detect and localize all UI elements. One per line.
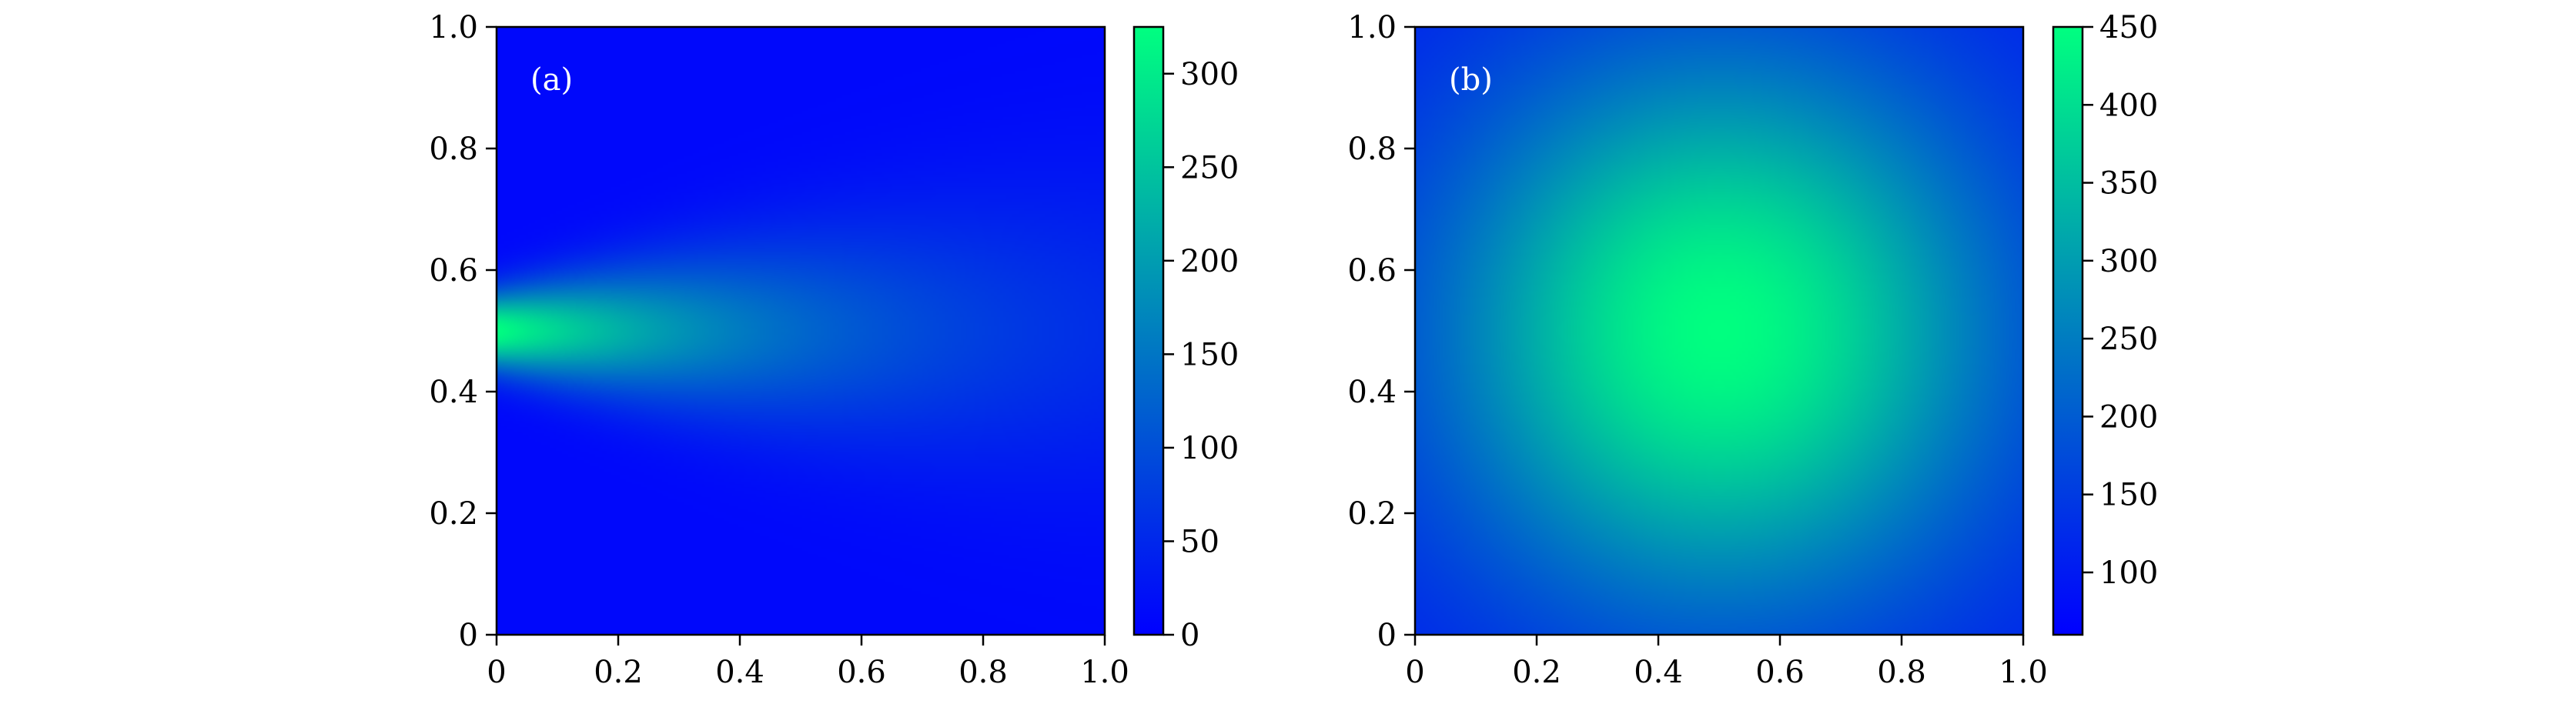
panel-label: (b) <box>1449 62 1493 98</box>
panel-b: 0 0.2 0.4 0.6 0.8 1.0 0 0.2 0.4 0.6 0.8 1.0 (b) 100 15… <box>1347 10 2158 690</box>
y-tick-label: 0.2 <box>429 496 478 532</box>
x-tick-label: 0.4 <box>1634 655 1683 690</box>
y-tick-label: 0.6 <box>429 253 478 289</box>
x-tick-label: 1.0 <box>1080 655 1129 690</box>
x-tick-label: 0.8 <box>1877 655 1926 690</box>
colorbar-tick-label: 400 <box>2099 88 2158 123</box>
colorbar-tick-label: 200 <box>2099 399 2158 435</box>
x-tick-label: 0.4 <box>715 655 764 690</box>
y-tick-label: 0.4 <box>429 375 478 410</box>
panel-a: 0 0.2 0.4 0.6 0.8 1.0 0 0.2 0.4 0.6 0.8 1.0 (a) 0 50 10… <box>429 10 1239 690</box>
x-tick-label: 0.6 <box>837 655 886 690</box>
colorbar-tick-label: 300 <box>1180 57 1239 92</box>
x-tick-label: 0.8 <box>958 655 1008 690</box>
plot-frame <box>495 25 1106 636</box>
y-tick-label: 0.2 <box>1347 496 1397 532</box>
colorbar-tick-label: 200 <box>1180 244 1239 279</box>
heatmap-image <box>497 27 1105 635</box>
colorbar-tick-label: 350 <box>2099 166 2158 202</box>
y-tick-label: 1.0 <box>429 10 478 45</box>
y-tick-label: 0.6 <box>1347 253 1397 289</box>
colorbar-tick-label: 450 <box>2099 10 2158 45</box>
colorbar-tick-label: 0 <box>1180 618 1199 653</box>
y-tick-label: 0.4 <box>1347 375 1397 410</box>
x-tick-label: 0 <box>1405 655 1424 690</box>
y-tick-label: 0.8 <box>1347 132 1397 167</box>
x-tick-label: 0.2 <box>594 655 643 690</box>
panel-label: (a) <box>530 62 573 98</box>
x-tick-label: 0 <box>487 655 506 690</box>
x-tick-label: 1.0 <box>1999 655 2048 690</box>
y-tick-label: 1.0 <box>1347 10 1397 45</box>
colorbar-tick-label: 150 <box>1180 337 1239 372</box>
y-tick-label: 0.8 <box>429 132 478 167</box>
colorbar-tick-label: 250 <box>2099 322 2158 357</box>
colorbar-tick-label: 100 <box>1180 431 1239 466</box>
x-tick-label: 0.2 <box>1512 655 1561 690</box>
colorbar-tick-label: 150 <box>2099 478 2158 513</box>
colorbar <box>2052 25 2084 636</box>
plot-frame <box>1413 25 2025 636</box>
colorbar-tick-label: 50 <box>1180 524 1219 559</box>
colorbar <box>1132 25 1165 636</box>
x-tick-label: 0.6 <box>1755 655 1805 690</box>
y-tick-label: 0 <box>1377 618 1397 653</box>
colorbar-tick-label: 100 <box>2099 556 2158 591</box>
heatmap-image <box>1415 27 2023 635</box>
colorbar-tick-label: 300 <box>2099 244 2158 279</box>
y-tick-label: 0 <box>459 618 478 653</box>
colorbar-tick-label: 250 <box>1180 150 1239 185</box>
